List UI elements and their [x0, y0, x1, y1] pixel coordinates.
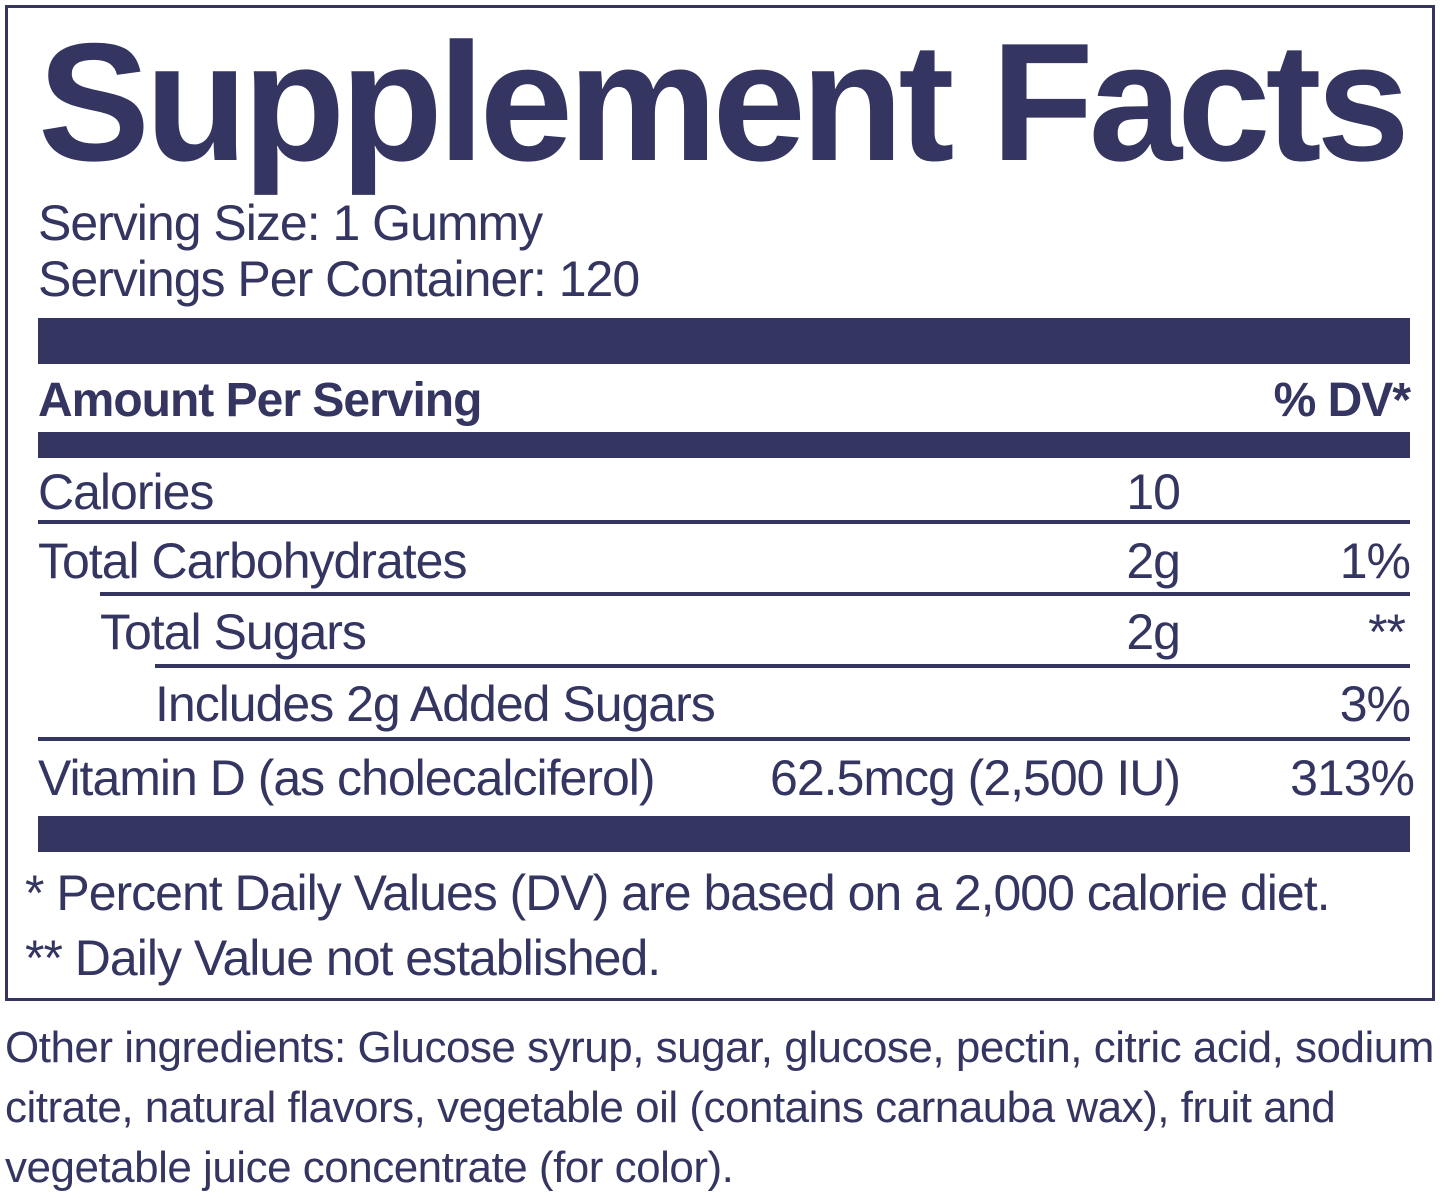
serving-size: Serving Size: 1 Gummy: [38, 195, 543, 251]
amount-per-serving-header: Amount Per Serving: [38, 374, 482, 427]
row-added-sugars-name: Includes 2g Added Sugars: [155, 676, 716, 732]
thick-divider-top: [38, 318, 1410, 364]
row-calories-name: Calories: [38, 464, 214, 520]
row-added-sugars-dv: 3%: [1339, 676, 1411, 732]
row-divider: [38, 520, 1410, 524]
row-sugars-dv: **: [1368, 604, 1406, 660]
row-carbs-name: Total Carbohydrates: [38, 533, 467, 589]
dv-header: % DV*: [1273, 374, 1411, 427]
row-divider: [100, 592, 1410, 596]
row-divider: [38, 737, 1410, 741]
footnote-not-established: ** Daily Value not established.: [25, 930, 661, 986]
medium-divider: [38, 432, 1410, 458]
row-vitamin-d-amount: 62.5mcg (2,500 IU): [770, 750, 1181, 806]
row-vitamin-d-name: Vitamin D (as cholecalciferol): [38, 750, 656, 806]
row-carbs-dv: 1%: [1339, 533, 1411, 589]
servings-per-container: Servings Per Container: 120: [38, 251, 640, 307]
supplement-facts-panel: [5, 5, 1435, 1001]
footnote-dv: * Percent Daily Values (DV) are based on…: [25, 865, 1330, 921]
row-vitamin-d-dv: 313%: [1290, 750, 1415, 806]
thick-divider-bottom: [38, 816, 1410, 852]
row-sugars-name: Total Sugars: [100, 604, 367, 660]
other-ingredients: Other ingredients: Glucose syrup, sugar,…: [5, 1023, 1434, 1192]
row-calories-amount: 10: [1126, 464, 1181, 520]
panel-title: Supplement Facts: [38, 8, 1410, 196]
row-divider: [155, 664, 1410, 668]
row-sugars-amount: 2g: [1126, 604, 1181, 660]
row-carbs-amount: 2g: [1126, 533, 1181, 589]
